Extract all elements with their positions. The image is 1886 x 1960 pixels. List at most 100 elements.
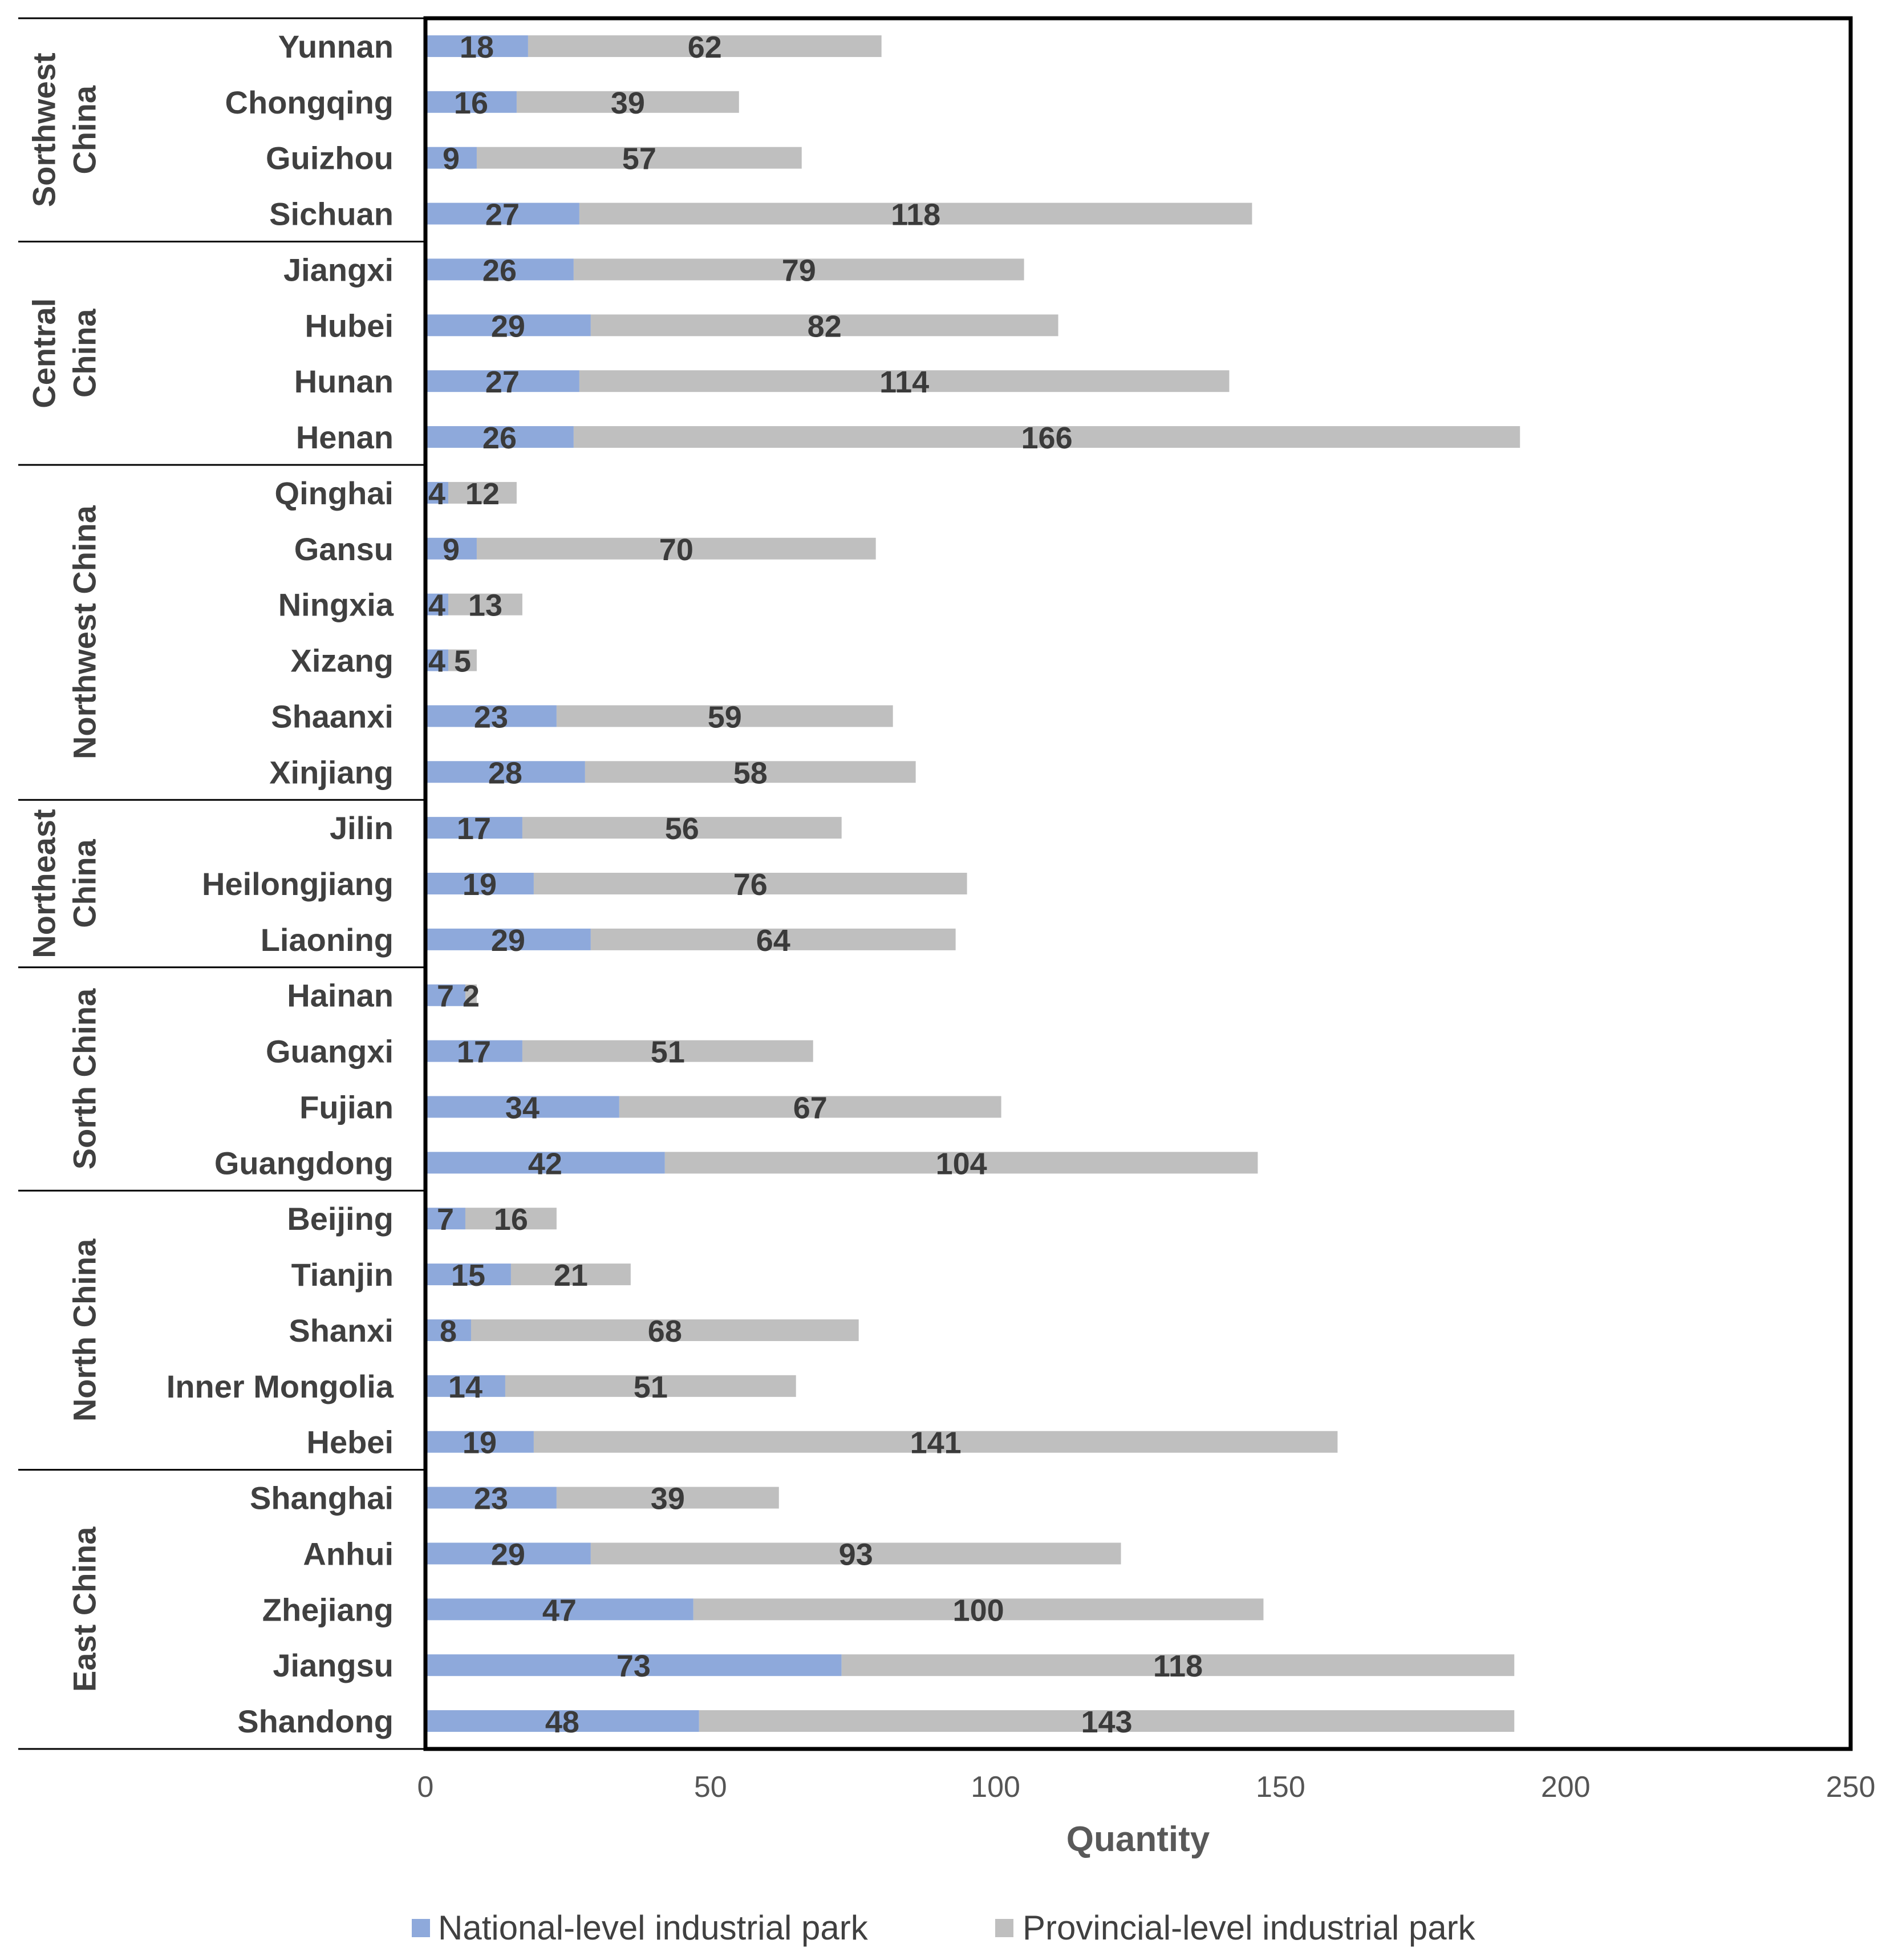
bar-national — [425, 1542, 591, 1565]
bar-provincial — [619, 1096, 1001, 1118]
data-label: 62 — [688, 30, 722, 64]
bar-national — [425, 1710, 699, 1732]
bar-national — [425, 1096, 619, 1118]
bar-national — [425, 147, 477, 169]
data-label: 4 — [428, 645, 445, 679]
bar-provincial — [579, 203, 1252, 225]
bar-national — [425, 593, 448, 615]
bar-provincial — [556, 1487, 779, 1509]
bar-provincial — [476, 147, 802, 169]
data-label: 141 — [910, 1426, 962, 1460]
bar-provincial — [448, 481, 517, 504]
category-label: Jiangsu — [273, 1647, 394, 1683]
bar-provincial — [573, 426, 1520, 448]
category-label: Gansu — [294, 531, 394, 567]
category-label: Yunnan — [278, 29, 394, 64]
category-label: Guangxi — [266, 1034, 394, 1070]
x-tick-label: 50 — [694, 1771, 727, 1804]
bar-national — [425, 370, 579, 392]
data-label: 19 — [463, 1426, 497, 1460]
data-label: 79 — [782, 253, 816, 287]
bar-national — [425, 537, 477, 560]
category-label: Shanxi — [289, 1313, 394, 1348]
data-label: 68 — [648, 1314, 682, 1348]
category-label: Shandong — [237, 1703, 394, 1739]
bar-national — [425, 1208, 465, 1230]
data-label: 29 — [491, 309, 525, 343]
category-label: Shaanxi — [271, 698, 394, 734]
data-label: 15 — [451, 1258, 485, 1293]
legend-entry: Provincial-level industrial park — [1023, 1909, 1476, 1947]
category-label: Hunan — [294, 363, 394, 399]
bar-provincial — [664, 1152, 1258, 1174]
bar-provincial — [556, 705, 893, 727]
bar-national — [425, 1431, 534, 1453]
bar-provincial — [522, 817, 842, 839]
data-label: 5 — [454, 645, 471, 679]
category-label: Guangdong — [214, 1145, 394, 1181]
data-label: 17 — [457, 1035, 491, 1070]
bar-national — [425, 258, 574, 281]
region-label: Sorthwest — [26, 52, 62, 207]
bar-provincial — [516, 91, 739, 113]
data-label: 9 — [443, 142, 460, 176]
bar-national — [425, 1152, 665, 1174]
data-label: 58 — [733, 756, 768, 790]
bar-national — [425, 817, 522, 839]
data-label: 114 — [879, 365, 929, 399]
bar-provincial — [465, 1208, 557, 1230]
bar-provincial — [522, 1040, 813, 1062]
bar-national — [425, 91, 517, 113]
bar-national — [425, 1487, 557, 1509]
plot-area-frame — [423, 16, 1853, 1751]
data-label: 93 — [839, 1537, 873, 1572]
bar-provincial — [505, 1375, 796, 1397]
data-label: 67 — [793, 1091, 828, 1125]
data-label: 19 — [463, 868, 497, 902]
data-label: 2 — [463, 979, 480, 1014]
category-label: Qinghai — [275, 475, 394, 511]
category-label: Fujian — [299, 1089, 394, 1125]
bar-provincial — [699, 1710, 1515, 1732]
data-label: 100 — [953, 1593, 1004, 1627]
bar-provincial — [585, 761, 916, 783]
data-label: 29 — [491, 924, 525, 958]
x-axis-ticks: 0 50 100 150 200 250 — [417, 1771, 1876, 1804]
data-label: 51 — [651, 1035, 685, 1070]
data-label: 26 — [482, 421, 517, 455]
data-label: 23 — [474, 700, 508, 734]
legend: National-level industrial park Provincial… — [412, 1909, 1476, 1947]
data-label: 34 — [505, 1091, 540, 1125]
data-label: 104 — [936, 1147, 987, 1181]
region-label: Northeast — [26, 809, 62, 958]
category-label: Hubei — [305, 307, 394, 343]
bar-national — [425, 928, 591, 950]
data-label: 76 — [733, 868, 768, 902]
data-label: 29 — [491, 1537, 525, 1572]
category-label: Anhui — [303, 1536, 394, 1572]
data-label: 47 — [542, 1593, 577, 1627]
data-label: 166 — [1021, 421, 1073, 455]
bar-provincial — [590, 314, 1058, 337]
bar-provincial — [448, 649, 477, 671]
data-label: 26 — [482, 253, 517, 287]
bar-provincial — [448, 593, 522, 615]
bar-national — [425, 35, 528, 57]
data-label: 118 — [1153, 1649, 1203, 1683]
data-label: 70 — [659, 533, 693, 567]
category-label: Henan — [296, 419, 394, 455]
legend-swatch — [995, 1919, 1013, 1937]
bar-national — [425, 1264, 511, 1286]
data-label: 73 — [617, 1649, 651, 1683]
category-labels: Yunnan Chongqing Guizhou Sichuan Jiangxi Hube… — [167, 29, 394, 1739]
data-label: 118 — [891, 198, 940, 232]
data-label: 51 — [634, 1370, 668, 1404]
bar-national — [425, 705, 557, 727]
bar-provincial — [471, 1319, 859, 1341]
bar-national — [425, 873, 534, 894]
category-label: Hainan — [287, 978, 394, 1014]
category-label: Jilin — [330, 810, 394, 846]
data-label: 64 — [756, 924, 790, 958]
data-label: 39 — [611, 86, 645, 120]
region-label: Northwest China — [67, 505, 103, 759]
